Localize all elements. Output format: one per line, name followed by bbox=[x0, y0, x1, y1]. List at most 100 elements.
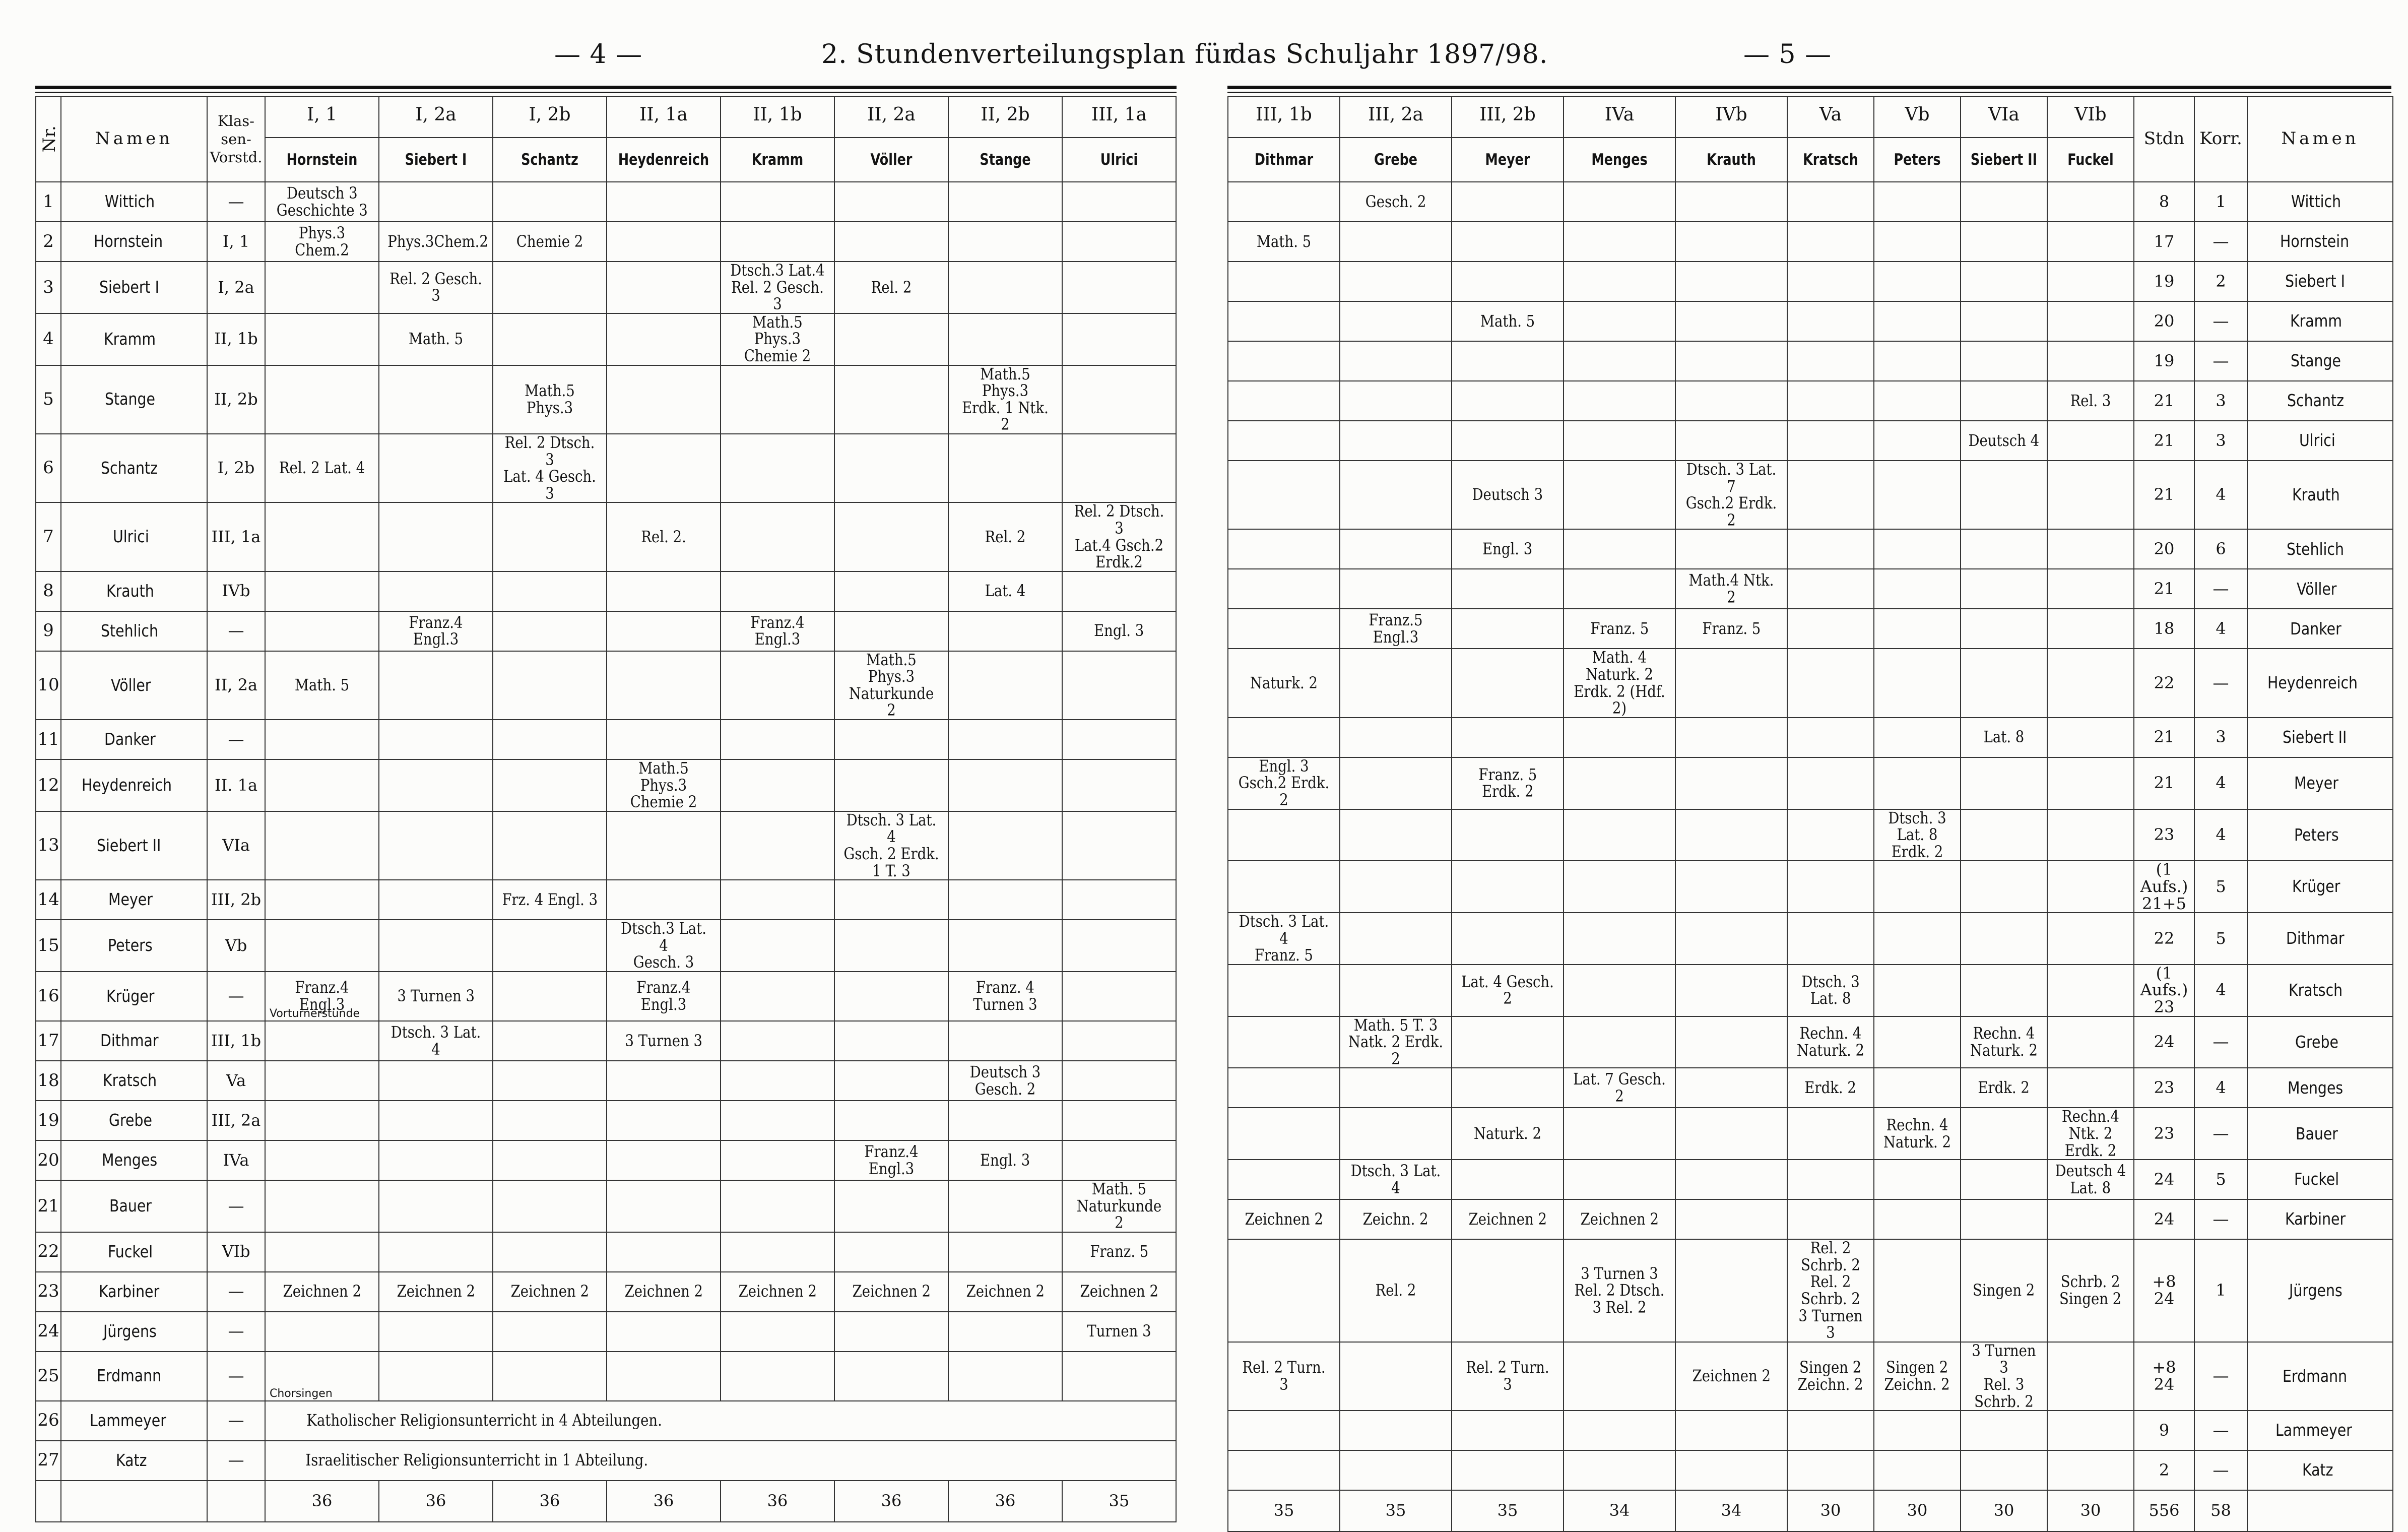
korrektur-value-text: — bbox=[2212, 1460, 2229, 1480]
lesson-cell: 3 Turnen 3 Rel. 3 Schrb. 2 bbox=[1960, 1341, 2048, 1412]
class-head-text: — bbox=[228, 1196, 244, 1216]
lesson-cell bbox=[1675, 1159, 1788, 1200]
column-total-text: 36 bbox=[425, 1491, 446, 1510]
lesson-cell: Rechn. 4 Naturk. 2 bbox=[1960, 1015, 2048, 1069]
row-number-text: 19 bbox=[37, 1110, 59, 1130]
left-table-row: 3 Siebert I I, 2a Rel. 2 Gesch. 3 Dtsch.3 La… bbox=[35, 261, 1177, 314]
lesson-cell bbox=[1675, 1239, 1788, 1343]
lesson-cell bbox=[1563, 568, 1676, 610]
left-table-row: 25 Erdmann — Chorsingen bbox=[35, 1351, 1177, 1401]
teacher-name-right: Katz bbox=[2247, 1450, 2393, 1491]
row-number-text: 8 bbox=[43, 581, 54, 601]
stunden-value: 18 bbox=[2133, 608, 2195, 650]
teacher-name-right: Dithmar bbox=[2247, 912, 2393, 965]
class-head-text: — bbox=[228, 1450, 244, 1470]
lesson-cell bbox=[2047, 608, 2134, 650]
lesson-cell bbox=[948, 919, 1063, 972]
lesson-cell bbox=[1339, 261, 1452, 302]
lesson-cell bbox=[720, 1100, 835, 1141]
lesson-cell bbox=[378, 759, 493, 812]
lesson-cell bbox=[720, 810, 835, 881]
class-head-text: — bbox=[228, 191, 244, 211]
stunden-value: 24 bbox=[2133, 1015, 2195, 1069]
teacher-name-right-text: Krauth bbox=[2292, 484, 2340, 504]
teacher-name: Krüger bbox=[60, 971, 208, 1022]
lesson-cell bbox=[948, 650, 1063, 721]
rclass-header-8: VIb Fuckel bbox=[2047, 96, 2134, 182]
row-number: 4 bbox=[35, 312, 61, 366]
teacher-name: Karbiner bbox=[60, 1271, 208, 1312]
lesson-cell bbox=[1960, 1410, 2048, 1451]
class-header-3: II, 1a Heydenreich bbox=[606, 96, 721, 182]
lesson-cell bbox=[606, 433, 721, 503]
lesson-cell bbox=[1227, 1067, 1340, 1109]
lesson-cell bbox=[606, 312, 721, 366]
class-head: — bbox=[207, 971, 266, 1022]
lesson-cell bbox=[378, 433, 493, 503]
right-top-rule-thin bbox=[1227, 92, 2391, 93]
lesson-cell-text: Math.5 Phys.3 Naturkunde 2 bbox=[849, 651, 934, 720]
lesson-cell bbox=[1960, 380, 2048, 421]
lesson-cell bbox=[1787, 568, 1874, 610]
teacher-name-right-text: Grebe bbox=[2295, 1032, 2338, 1052]
lesson-cell bbox=[1787, 301, 1874, 342]
right-table-row: Lat. 8 21 3 Siebert II bbox=[1227, 717, 2393, 758]
teacher-name: Danker bbox=[60, 719, 208, 760]
lesson-cell bbox=[265, 312, 379, 366]
left-table-row: 26 Lammeyer — Katholischer Religionsunterri… bbox=[35, 1400, 1177, 1441]
teacher-name-right: Danker bbox=[2247, 608, 2393, 650]
lesson-cell-text: Zeichnen 2 bbox=[1468, 1209, 1547, 1229]
lesson-cell bbox=[492, 971, 607, 1022]
lesson-cell bbox=[378, 810, 493, 881]
korrektur-value-text: 4 bbox=[2216, 980, 2226, 1000]
stunden-value-text: 18 bbox=[2154, 619, 2175, 639]
class-head-text: II. 1a bbox=[214, 775, 258, 795]
right-table-body: Gesch. 2 8 1 Wittich Math. 5 17— Hornstein 19 2 S… bbox=[1227, 181, 2393, 1491]
lesson-cell bbox=[1960, 529, 2048, 570]
religion-note: Israelitischer Religionsunterricht in 1 … bbox=[265, 1440, 1177, 1481]
lesson-cell: Rel. 2. bbox=[606, 502, 721, 572]
lesson-cell-text: Rel. 2 Turn. 3 bbox=[1242, 1358, 1326, 1394]
lesson-cell bbox=[1675, 529, 1788, 570]
lesson-cell bbox=[834, 919, 949, 972]
lesson-cell bbox=[720, 1020, 835, 1061]
lesson-cell bbox=[834, 1180, 949, 1233]
teacher-name-right-text: Schantz bbox=[2287, 391, 2344, 411]
lesson-cell bbox=[948, 1311, 1063, 1352]
lesson-cell bbox=[265, 1060, 379, 1101]
lesson-cell bbox=[720, 221, 835, 262]
class-head: II. 1a bbox=[207, 759, 266, 812]
class-head-text: — bbox=[228, 986, 244, 1006]
lesson-cell bbox=[1339, 380, 1452, 421]
lesson-cell bbox=[834, 433, 949, 503]
lesson-cell bbox=[2047, 420, 2134, 461]
right-table-row: Math. 5 17 — Hornstein bbox=[1227, 221, 2393, 262]
korrektur-value: — bbox=[2194, 1107, 2248, 1161]
left-top-rule bbox=[35, 86, 1177, 89]
right-table-row: Deutsch 4 21 3 Ulrici bbox=[1227, 420, 2393, 461]
lesson-cell bbox=[1675, 221, 1788, 262]
lesson-cell-text: Chemie 2 bbox=[516, 231, 583, 251]
right-table-row: Franz.5 Engl.3 Franz. 5 Franz. 5 18 4 Danker bbox=[1227, 608, 2393, 650]
left-table-row: 1 Wittich — Deutsch 3 Geschichte 3 bbox=[35, 181, 1177, 222]
lesson-cell: Deutsch 3 Geschichte 3 bbox=[265, 181, 379, 222]
class-head: — bbox=[207, 1311, 266, 1352]
lesson-cell bbox=[1451, 1450, 1564, 1491]
teacher-name-right-text: Hornstein bbox=[2280, 231, 2349, 251]
lesson-cell bbox=[834, 1060, 949, 1101]
korrektur-value: — bbox=[2194, 1410, 2248, 1451]
row-number-text: 6 bbox=[43, 458, 54, 478]
lesson-cell bbox=[948, 610, 1063, 652]
lesson-cell bbox=[1062, 312, 1177, 366]
class-head: Vb bbox=[207, 919, 266, 972]
lesson-cell bbox=[1563, 221, 1676, 262]
lesson-cell bbox=[1563, 860, 1676, 914]
class-header-1: I, 2a Siebert I bbox=[378, 96, 493, 182]
lesson-cell bbox=[1960, 860, 2048, 914]
right-page-number: — 5 — bbox=[1743, 39, 1832, 70]
lesson-cell: Franz. 5 Erdk. 2 bbox=[1451, 756, 1564, 810]
right-table-row: Zeichnen 2 Zeichn. 2 Zeichnen 2 Zeichnen 2 2… bbox=[1227, 1199, 2393, 1240]
lesson-cell bbox=[492, 1311, 607, 1352]
lesson-cell: Zeichnen 2 bbox=[378, 1271, 493, 1312]
teacher-name: Völler bbox=[60, 650, 208, 721]
